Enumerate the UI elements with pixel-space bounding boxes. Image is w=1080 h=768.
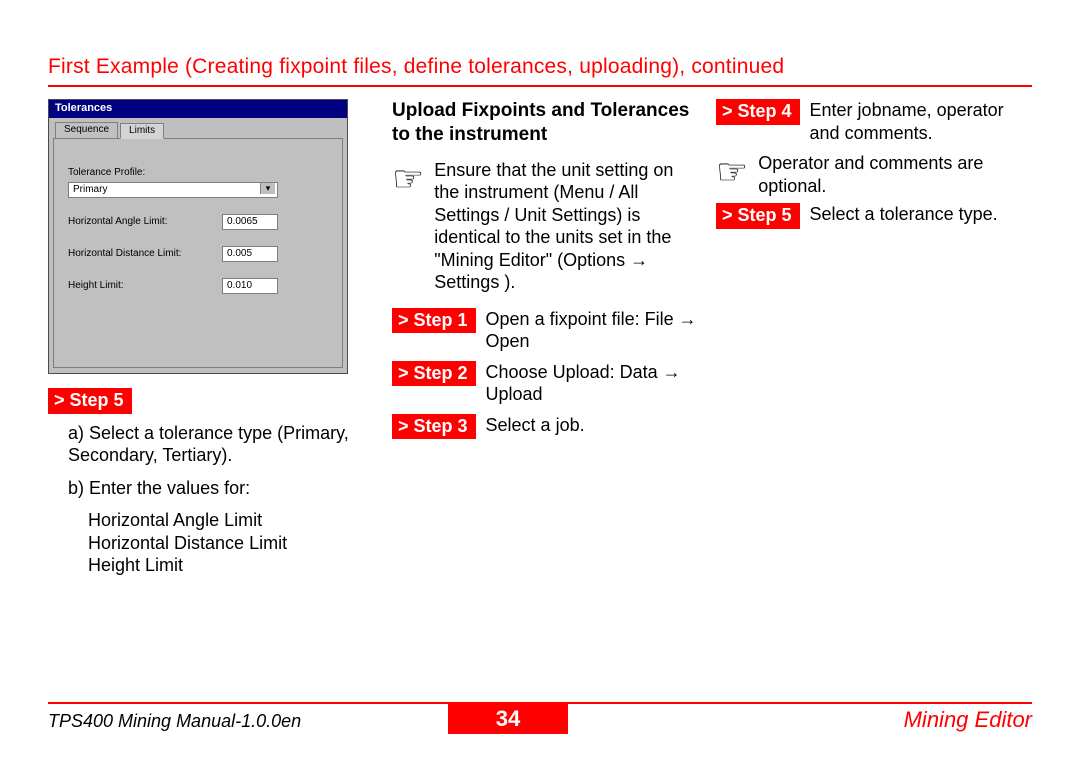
step5-badge-col1: > Step 5 bbox=[48, 388, 132, 414]
profile-label: Tolerance Profile: bbox=[68, 167, 328, 180]
tab-limits[interactable]: Limits bbox=[120, 123, 164, 140]
column-2: Upload Fixpoints and Tolerances to the i… bbox=[392, 99, 702, 577]
step5-b-item-1: Horizontal Distance Limit bbox=[48, 532, 378, 555]
tab-sequence[interactable]: Sequence bbox=[55, 122, 118, 139]
step5-b-item-2: Height Limit bbox=[48, 554, 378, 577]
content-columns: Tolerances Sequence Limits Tolerance Pro… bbox=[48, 99, 1032, 577]
page-heading: First Example (Creating fixpoint files, … bbox=[48, 55, 1032, 79]
hl-input[interactable]: 0.010 bbox=[222, 278, 278, 294]
upload-title: Upload Fixpoints and Tolerances to the i… bbox=[392, 99, 702, 147]
footer-manual-id: TPS400 Mining Manual-1.0.0en bbox=[48, 707, 448, 732]
optional-note: Operator and comments are optional. bbox=[758, 152, 1016, 197]
step5-a: a) Select a tolerance type (Primary, Sec… bbox=[48, 422, 378, 467]
step3-text: Select a job. bbox=[486, 414, 702, 437]
dialog-tabs: Sequence Limits bbox=[55, 122, 347, 139]
column-3: > Step 4 Enter jobname, operator and com… bbox=[716, 99, 1016, 577]
dialog-titlebar: Tolerances bbox=[49, 100, 347, 118]
unit-note: Ensure that the unit setting on the inst… bbox=[434, 159, 702, 294]
hal-input[interactable]: 0.0065 bbox=[222, 214, 278, 230]
step5-b: b) Enter the values for: bbox=[48, 477, 378, 500]
step2-badge: > Step 2 bbox=[392, 361, 476, 387]
hl-label: Height Limit: bbox=[68, 280, 208, 293]
step2-text: Choose Upload: Data → Upload bbox=[486, 361, 702, 406]
column-1: Tolerances Sequence Limits Tolerance Pro… bbox=[48, 99, 378, 577]
heading-rule bbox=[48, 85, 1032, 87]
hdl-input[interactable]: 0.005 bbox=[222, 246, 278, 262]
step5-b-item-0: Horizontal Angle Limit bbox=[48, 509, 378, 532]
step1-badge: > Step 1 bbox=[392, 308, 476, 334]
footer-page-number: 34 bbox=[448, 704, 568, 734]
step3-badge: > Step 3 bbox=[392, 414, 476, 440]
hal-label: Horizontal Angle Limit: bbox=[68, 216, 208, 229]
dialog-body: Tolerance Profile: Primary Horizontal An… bbox=[53, 138, 343, 368]
profile-select[interactable]: Primary bbox=[68, 182, 278, 198]
step1-text: Open a fixpoint file: File → Open bbox=[486, 308, 702, 353]
footer-section: Mining Editor bbox=[568, 705, 1032, 733]
page-footer: TPS400 Mining Manual-1.0.0en 34 Mining E… bbox=[48, 702, 1032, 734]
hdl-label: Horizontal Distance Limit: bbox=[68, 248, 208, 261]
tolerances-dialog: Tolerances Sequence Limits Tolerance Pro… bbox=[48, 99, 348, 374]
pointing-hand-icon-2: ☞ bbox=[716, 152, 748, 190]
step5-badge-col3: > Step 5 bbox=[716, 203, 800, 229]
step5-text-col3: Select a tolerance type. bbox=[810, 203, 1016, 226]
step4-badge: > Step 4 bbox=[716, 99, 800, 125]
pointing-hand-icon: ☞ bbox=[392, 159, 424, 197]
step4-text: Enter jobname, operator and comments. bbox=[810, 99, 1016, 144]
